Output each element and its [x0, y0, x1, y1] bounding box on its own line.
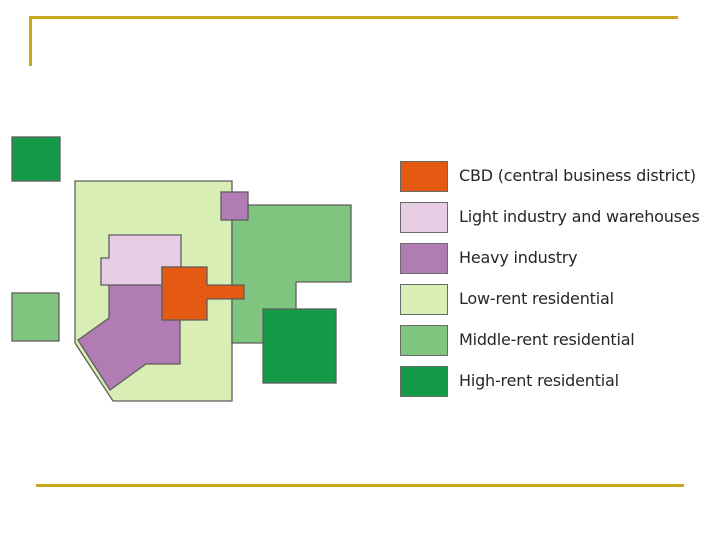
legend-label-cbd: CBD (central business district) [459, 166, 696, 185]
legend-swatch-light-industry [400, 202, 448, 233]
legend-item-heavy-industry: Heavy industry [399, 243, 719, 275]
zone-high-rent-outlying [11, 136, 61, 182]
legend-label-middle-rent: Middle-rent residential [459, 330, 635, 349]
legend-label-heavy-industry: Heavy industry [459, 248, 578, 267]
left-rule [29, 16, 32, 66]
legend-swatch-middle-rent [400, 325, 448, 356]
legend-label-low-rent: Low-rent residential [459, 289, 614, 308]
top-rule [29, 16, 678, 19]
legend-item-cbd: CBD (central business district) [399, 161, 719, 193]
legend-label-light-industry: Light industry and warehouses [459, 207, 700, 226]
legend-item-middle-rent: Middle-rent residential [399, 325, 719, 357]
legend-swatch-heavy-industry [400, 243, 448, 274]
bottom-rule [36, 484, 684, 487]
legend-label-high-rent: High-rent residential [459, 371, 619, 390]
zone-high-rent-residential [262, 308, 337, 384]
legend-item-light-industry: Light industry and warehouses [399, 202, 719, 234]
zone-cbd [161, 266, 245, 321]
legend-item-low-rent: Low-rent residential [399, 284, 719, 316]
legend-item-high-rent: High-rent residential [399, 366, 719, 398]
zone-middle-rent-outlying [11, 292, 60, 342]
legend-swatch-low-rent [400, 284, 448, 315]
legend-swatch-cbd [400, 161, 448, 192]
legend-swatch-high-rent [400, 366, 448, 397]
zone-heavy-industry-small [220, 191, 249, 221]
